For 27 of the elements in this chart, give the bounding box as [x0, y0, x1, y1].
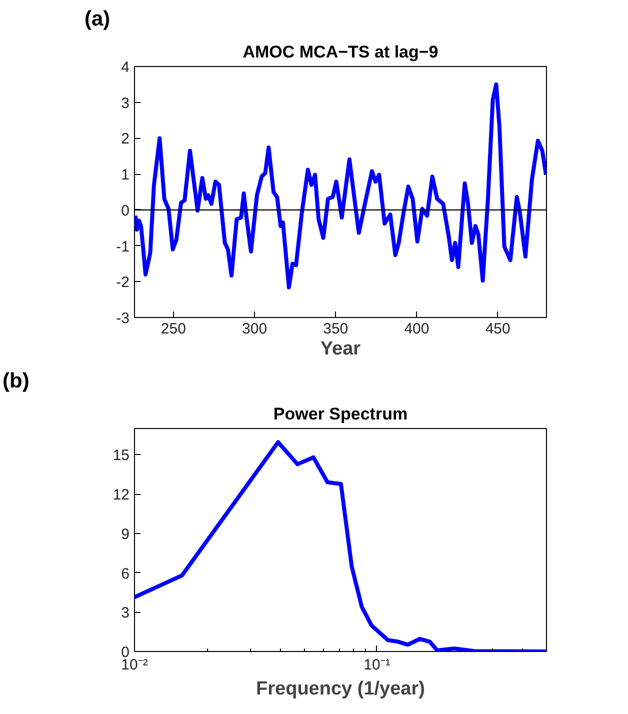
x-tick-label: 10⁻²: [121, 656, 148, 674]
y-tick-label: 9: [121, 526, 130, 543]
y-tick-label: 2: [121, 130, 130, 148]
x-tick-label: 300: [242, 320, 268, 338]
line-series: [134, 82, 546, 290]
x-tick-label: 10⁻¹: [364, 656, 390, 674]
y-tick-label: 3: [121, 604, 130, 622]
y-tick-label: 3: [121, 94, 130, 112]
x-axis-title: Year: [320, 338, 362, 360]
y-tick-label: -1: [116, 238, 130, 256]
chart-title: AMOC MCA−TS at lag−9: [242, 42, 438, 62]
y-tick-label: 0: [121, 202, 130, 220]
y-tick-label: -2: [116, 274, 130, 292]
y-tick-label: 6: [121, 565, 130, 582]
y-tick-label: 4: [121, 59, 130, 76]
x-tick-label: 250: [160, 320, 186, 338]
x-tick-label: 450: [485, 320, 510, 338]
text: (b): [2, 370, 30, 392]
y-tick-label: 12: [112, 486, 130, 504]
chart-title: Power Spectrum: [273, 404, 408, 424]
y-tick-label: 1: [121, 166, 130, 184]
x-axis-title: Frequency (1/year): [256, 678, 425, 700]
x-tick-label: 350: [323, 320, 348, 338]
x-tick-label: 400: [404, 320, 430, 338]
text: (a): [84, 8, 110, 30]
y-tick-label: -3: [116, 310, 130, 327]
y-tick-label: 15: [112, 447, 130, 464]
